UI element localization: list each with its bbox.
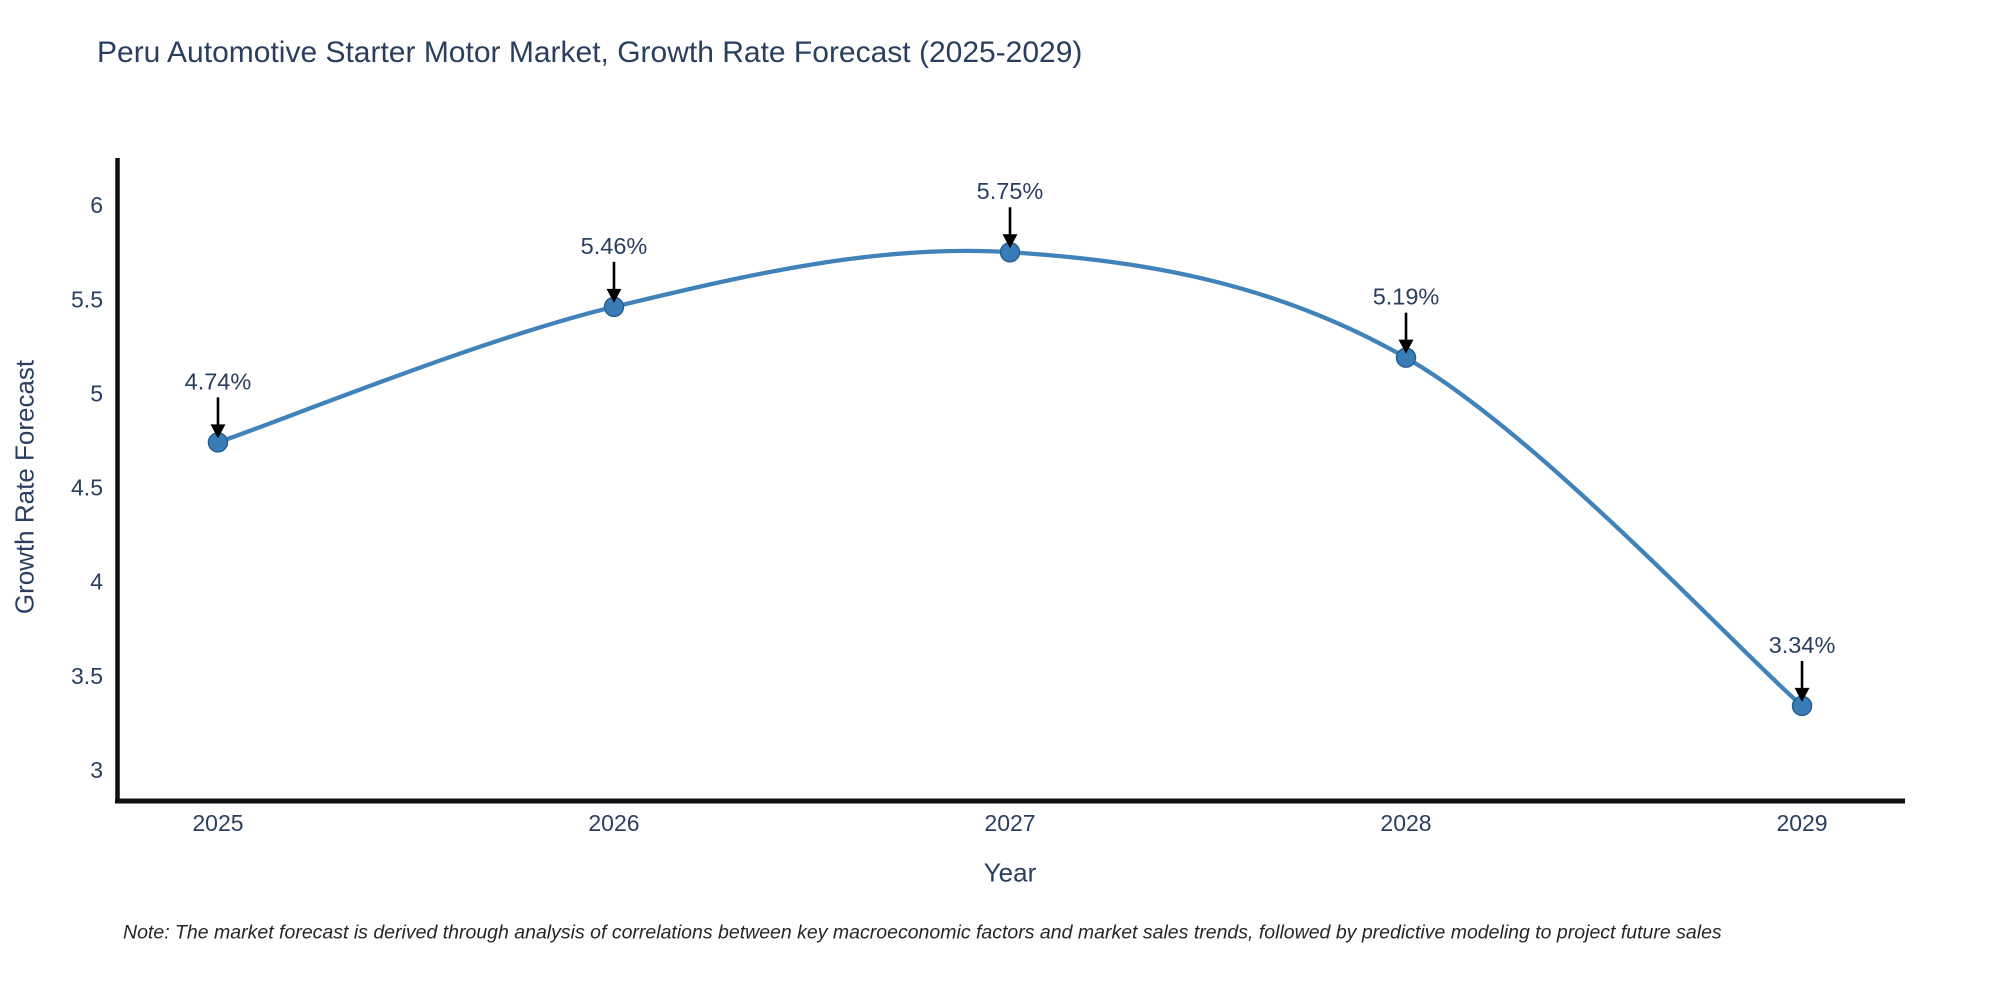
y-tick-label: 3.5: [71, 663, 103, 689]
x-tick-label: 2029: [1776, 810, 1827, 836]
y-tick-label: 5.5: [71, 286, 103, 312]
annotation-arrowhead-icon: [210, 424, 226, 439]
trend-line: [215, 248, 1805, 709]
annotation-label: 4.74%: [185, 368, 252, 394]
annotation-arrowhead-icon: [1794, 687, 1810, 702]
x-tick-label: 2026: [588, 810, 639, 836]
footnote: Note: The market forecast is derived thr…: [123, 921, 1722, 944]
annotation-label: 3.34%: [1769, 632, 1836, 658]
y-tick-label: 3: [90, 757, 103, 783]
annotation-arrowhead-icon: [1002, 234, 1018, 249]
x-tick-label: 2028: [1380, 810, 1431, 836]
x-tick-label: 2027: [984, 810, 1035, 836]
x-tick-label: 2025: [192, 810, 243, 836]
y-tick-label: 6: [90, 192, 103, 218]
annotation-label: 5.19%: [1373, 284, 1440, 310]
y-tick-label: 4: [90, 569, 103, 595]
annotation-label: 5.46%: [581, 233, 648, 259]
x-axis-title: Year: [983, 857, 1037, 888]
y-tick-label: 4.5: [71, 475, 103, 501]
annotation-arrowhead-icon: [1398, 339, 1414, 354]
chart-title: Peru Automotive Starter Motor Market, Gr…: [97, 36, 1083, 69]
y-tick-label: 5: [90, 380, 103, 406]
annotation-label: 5.75%: [977, 178, 1044, 204]
annotation-arrowhead-icon: [606, 288, 622, 303]
